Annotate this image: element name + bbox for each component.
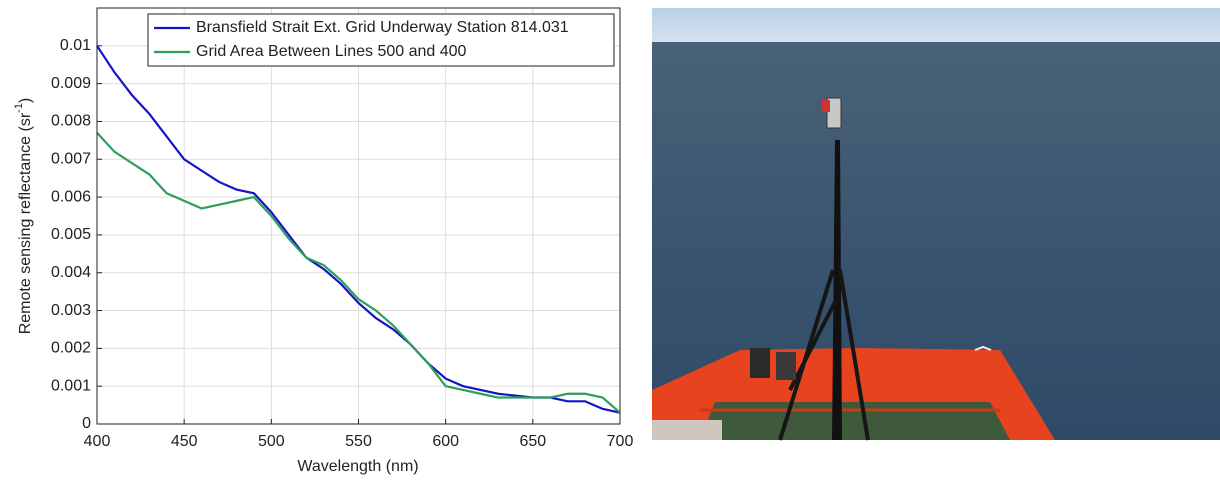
y-axis-label-end: ): [17, 98, 34, 103]
y-tick-label: 0.007: [51, 150, 91, 167]
legend-label: Grid Area Between Lines 500 and 400: [196, 43, 467, 60]
person: [750, 348, 770, 378]
person: [776, 352, 796, 380]
deck-edge: [652, 420, 722, 440]
y-axis-label-text: Remote sensing reflectance (sr: [17, 112, 34, 334]
y-tick-label: 0: [82, 415, 91, 432]
x-tick-label: 700: [607, 433, 634, 450]
y-tick-label: 0.001: [51, 377, 91, 394]
figure: 0 0.001 0.002 0.003 0.004 0.005 0.006 0.007 0.00…: [0, 0, 1220, 480]
deck: [700, 402, 1010, 440]
flag: [822, 100, 830, 112]
x-tick-label: 650: [519, 433, 546, 450]
sky: [652, 8, 1220, 44]
x-tick-label: 600: [432, 433, 459, 450]
x-tick-label: 500: [258, 433, 285, 450]
y-tick-label: 0.006: [51, 188, 91, 205]
y-axis-label-sup: -1: [13, 103, 25, 113]
y-tick-label: 0.004: [51, 264, 91, 281]
x-axis-label: Wavelength (nm): [297, 458, 418, 475]
y-tick-label: 0.002: [51, 340, 91, 357]
plot: 0 0.001 0.002 0.003 0.004 0.005 0.006 0.007 0.00…: [51, 8, 633, 450]
y-tick-label: 0.009: [51, 75, 91, 92]
x-tick-label: 550: [345, 433, 372, 450]
x-tick-label: 400: [84, 433, 111, 450]
y-axis-label: Remote sensing reflectance (sr-1): [13, 98, 34, 335]
legend-label: Bransfield Strait Ext. Grid Underway Sta…: [196, 19, 569, 36]
y-tick-label: 0.01: [60, 37, 91, 54]
y-tick-label: 0.005: [51, 226, 91, 243]
x-tick-label: 450: [171, 433, 198, 450]
y-tick-label: 0.003: [51, 302, 91, 319]
photo: [652, 8, 1220, 440]
y-tick-label: 0.008: [51, 113, 91, 130]
